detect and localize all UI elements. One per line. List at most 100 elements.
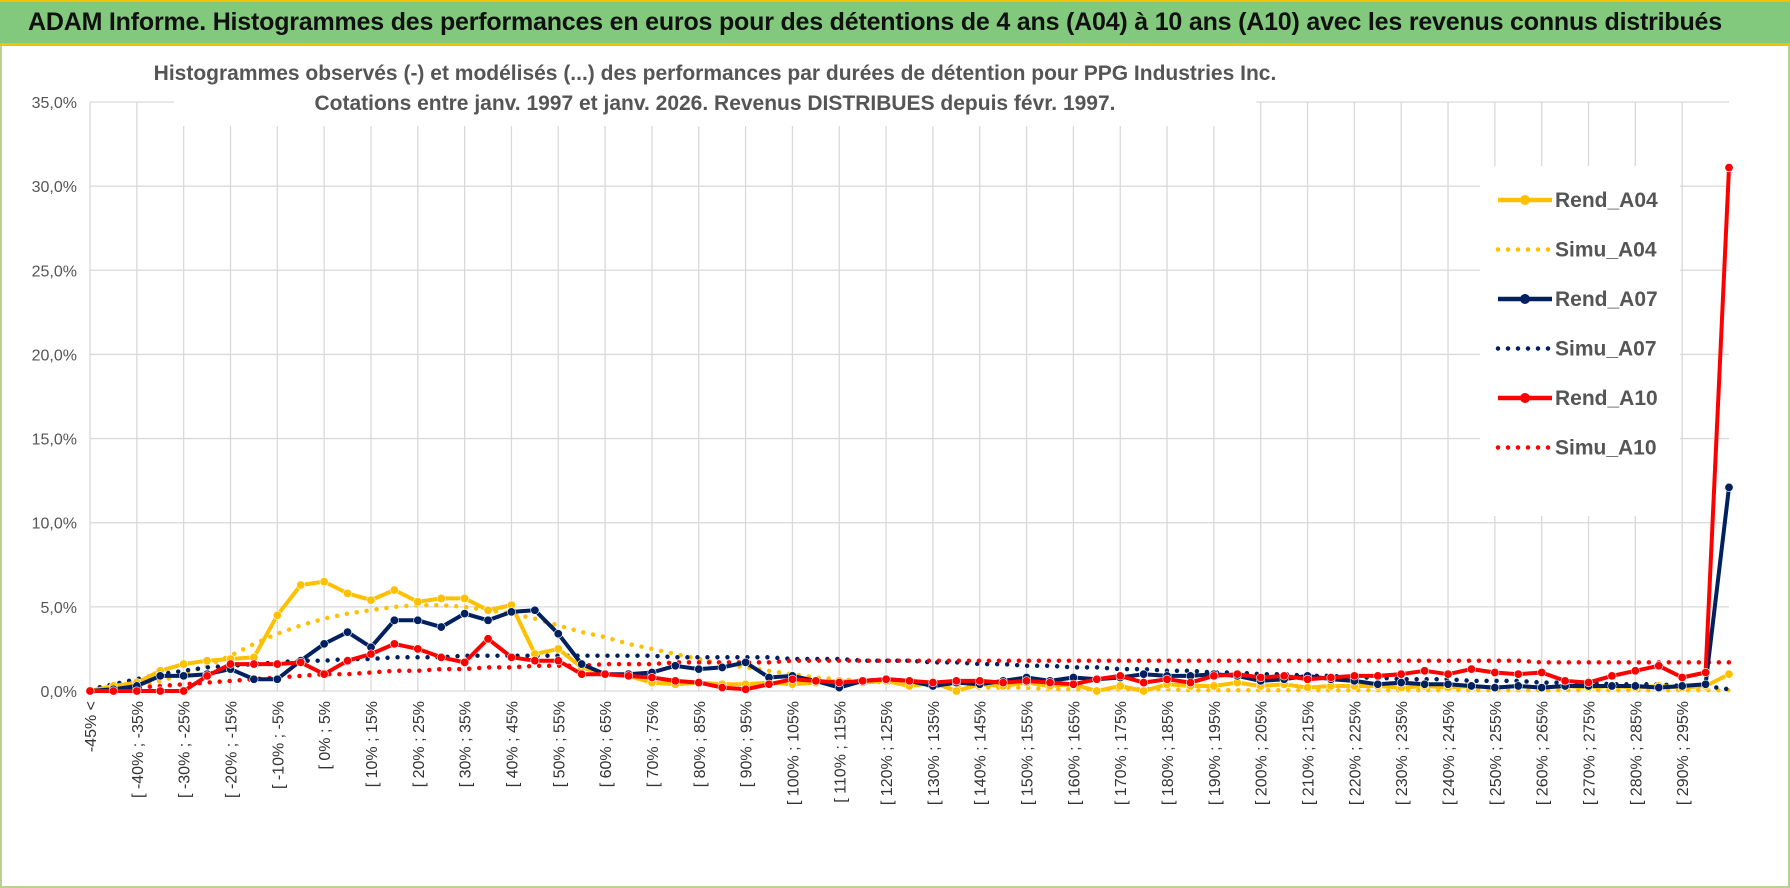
- point-rend-a07: [1701, 679, 1711, 689]
- point-rend-a10: [506, 652, 516, 662]
- point-rend-a07: [694, 664, 704, 674]
- point-rend-a07: [530, 605, 540, 615]
- x-tick-label: [ -10% ; -5%: [270, 701, 287, 789]
- y-tick-label: 20,0%: [32, 347, 77, 364]
- point-rend-a10: [600, 669, 610, 679]
- point-rend-a10: [1022, 676, 1032, 686]
- chart-frame: 0,0% 5,0% 10,0% 15,0% 20,0% 25,0% 30,0% 35,0% -…: [0, 46, 1790, 888]
- legend-backdrop: [1480, 166, 1680, 516]
- point-rend-a04: [553, 644, 563, 654]
- point-rend-a10: [1045, 678, 1055, 688]
- x-tick-label: [ -20% ; -15%: [223, 701, 240, 798]
- point-rend-a07: [1537, 683, 1547, 693]
- point-rend-a07: [1490, 683, 1500, 693]
- point-rend-a10: [1162, 674, 1172, 684]
- y-tick-label: 0,0%: [41, 684, 77, 701]
- legend-label-simu-a07: Simu_A07: [1555, 338, 1657, 361]
- x-tick-label: [ 10% ; 15%: [364, 701, 381, 787]
- point-rend-a10: [1068, 679, 1078, 689]
- point-rend-a04: [483, 605, 493, 615]
- point-rend-a10: [413, 644, 423, 654]
- y-axis-ticks: 0,0% 5,0% 10,0% 15,0% 20,0% 25,0% 30,0% 35,0%: [32, 95, 77, 701]
- point-rend-a10: [904, 676, 914, 686]
- point-rend-a10: [1349, 671, 1359, 681]
- point-rend-a04: [389, 585, 399, 595]
- point-rend-a04: [202, 656, 212, 666]
- point-rend-a04: [460, 593, 470, 603]
- x-tick-label: [ 260% ; 265%: [1535, 701, 1552, 805]
- point-rend-a07: [741, 657, 751, 667]
- point-rend-a10: [296, 657, 306, 667]
- point-rend-a07: [179, 671, 189, 681]
- x-tick-label: [ 220% ; 225%: [1347, 701, 1364, 805]
- x-tick-label: [ 70% ; 75%: [645, 701, 662, 787]
- point-rend-a10: [1701, 667, 1711, 677]
- x-tick-label: [ -30% ; -25%: [177, 701, 194, 798]
- x-tick-label: [ 190% ; 195%: [1207, 701, 1224, 805]
- x-tick-label: [ 200% ; 205%: [1254, 701, 1271, 805]
- point-rend-a10: [1279, 671, 1289, 681]
- x-tick-label: [ 230% ; 235%: [1394, 701, 1411, 805]
- point-rend-a10: [1537, 667, 1547, 677]
- x-tick-label: [ 150% ; 155%: [1020, 701, 1037, 805]
- point-rend-a07: [1630, 681, 1640, 691]
- point-rend-a10: [951, 676, 961, 686]
- point-rend-a10: [1185, 678, 1195, 688]
- x-tick-label: [ 180% ; 185%: [1160, 701, 1177, 805]
- point-rend-a04: [1139, 686, 1149, 696]
- point-rend-a04: [413, 597, 423, 607]
- x-tick-label: [ 100% ; 105%: [785, 701, 802, 805]
- point-rend-a10: [928, 678, 938, 688]
- point-rend-a04: [366, 595, 376, 605]
- point-rend-a10: [577, 669, 587, 679]
- y-tick-label: 10,0%: [32, 516, 77, 533]
- x-tick-label: [ -40% ; -35%: [130, 701, 147, 798]
- x-tick-label: [ 240% ; 245%: [1441, 701, 1458, 805]
- point-rend-a10: [647, 673, 657, 683]
- x-tick-label: [ 280% ; 285%: [1628, 701, 1645, 805]
- x-tick-label: [ 130% ; 135%: [926, 701, 943, 805]
- x-tick-label: [ 210% ; 215%: [1301, 701, 1318, 805]
- point-rend-a10: [1630, 666, 1640, 676]
- point-rend-a07: [1420, 679, 1430, 689]
- point-rend-a10: [343, 656, 353, 666]
- point-rend-a07: [1513, 681, 1523, 691]
- chart: 0,0% 5,0% 10,0% 15,0% 20,0% 25,0% 30,0% 35,0% -…: [32, 56, 1734, 805]
- point-rend-a10: [1560, 676, 1570, 686]
- x-axis-ticks: -45% < [ -40% ; -35% [ -30% ; -25% [ -20% ;…: [83, 701, 1692, 805]
- point-rend-a10: [975, 676, 985, 686]
- legend-marker-rend-a07: [1520, 294, 1530, 304]
- point-rend-a10: [85, 686, 95, 696]
- point-rend-a07: [460, 609, 470, 619]
- x-tick-label: [ 160% ; 165%: [1066, 701, 1083, 805]
- point-rend-a10: [717, 683, 727, 693]
- point-rend-a10: [1326, 673, 1336, 683]
- point-rend-a10: [1466, 664, 1476, 674]
- point-rend-a04: [1092, 686, 1102, 696]
- point-rend-a04: [436, 593, 446, 603]
- legend-label-rend-a10: Rend_A10: [1555, 387, 1658, 410]
- y-tick-label: 15,0%: [32, 432, 77, 449]
- point-rend-a10: [811, 676, 821, 686]
- point-rend-a07: [670, 661, 680, 671]
- x-tick-label: [ 50% ; 55%: [551, 701, 568, 787]
- point-rend-a07: [389, 615, 399, 625]
- point-rend-a10: [1724, 163, 1734, 173]
- point-rend-a04: [319, 577, 329, 587]
- legend-label-simu-a04: Simu_A04: [1555, 239, 1657, 262]
- legend: Rend_A04 Simu_A04 Rend_A07 Simu_A07 Rend_A10…: [1495, 189, 1658, 460]
- point-rend-a10: [436, 652, 446, 662]
- point-rend-a10: [1115, 671, 1125, 681]
- point-rend-a10: [132, 686, 142, 696]
- point-rend-a10: [670, 676, 680, 686]
- point-rend-a10: [1420, 666, 1430, 676]
- x-tick-label: [ 20% ; 25%: [411, 701, 428, 787]
- x-tick-label: [ 40% ; 45%: [504, 701, 521, 787]
- point-rend-a07: [155, 671, 165, 681]
- point-rend-a10: [460, 657, 470, 667]
- legend-label-rend-a04: Rend_A04: [1555, 189, 1658, 212]
- header-bar: ADAM Informe. Histogrammes des performan…: [0, 0, 1790, 46]
- x-tick-label: [ 90% ; 95%: [739, 701, 756, 787]
- point-rend-a04: [1724, 669, 1734, 679]
- y-tick-label: 25,0%: [32, 263, 77, 280]
